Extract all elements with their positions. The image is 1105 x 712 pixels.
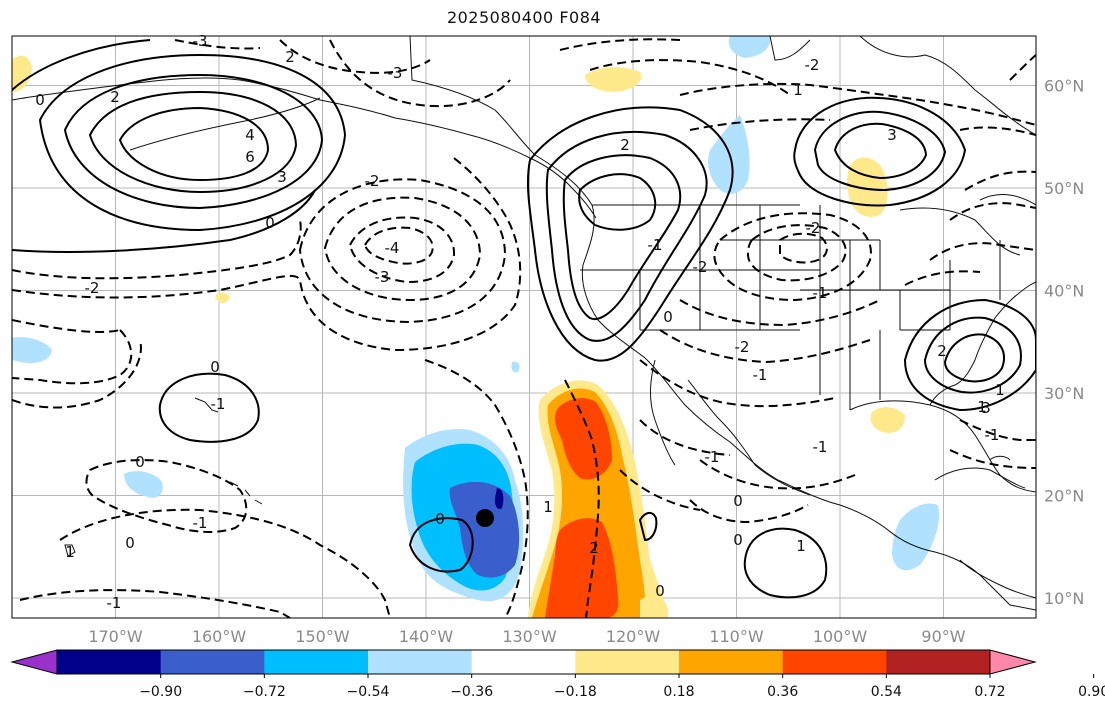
colorbar-labels: −0.90 −0.72 −0.54 −0.36 −0.18 0.18 0.36 0.54 0.7… bbox=[139, 674, 1105, 700]
colorbar-extend-low bbox=[10, 649, 58, 675]
colorbar-segment bbox=[57, 650, 162, 674]
lon-tick-label: 160°W bbox=[192, 627, 247, 646]
lon-tick-label: 90°W bbox=[921, 627, 965, 646]
lat-tick-label: 30°N bbox=[1044, 384, 1084, 403]
colorbar bbox=[10, 649, 1037, 675]
contour-label: 0 bbox=[35, 91, 45, 109]
contour-label: -1 bbox=[705, 448, 720, 466]
colorbar-segment bbox=[782, 650, 887, 674]
colorbar-label: 0.36 bbox=[767, 684, 798, 700]
contour-label: 1 bbox=[65, 543, 75, 561]
contour-label: 0 bbox=[435, 510, 445, 528]
colorbar-segment bbox=[368, 650, 473, 674]
contour-label: -1 bbox=[813, 438, 828, 456]
lon-tick-label: 110°W bbox=[709, 627, 764, 646]
contour-label: 1 bbox=[796, 537, 806, 555]
contour-label: 0 bbox=[733, 492, 743, 510]
contour-label: -2 bbox=[693, 258, 708, 276]
colorbar-label: −0.72 bbox=[243, 684, 286, 700]
longitude-ticks: 170°W 160°W 150°W 140°W 130°W 120°W 110°W 100°W… bbox=[88, 627, 965, 646]
contour-label: -3 bbox=[193, 32, 208, 50]
contour-label: 1 bbox=[977, 398, 987, 416]
colorbar-label: 0.90 bbox=[1078, 684, 1105, 700]
colorbar-label: −0.36 bbox=[450, 684, 493, 700]
colorbar-label: 0.54 bbox=[871, 684, 902, 700]
colorbar-label: −0.90 bbox=[139, 684, 182, 700]
contour-label: -1 bbox=[107, 594, 122, 612]
map-frame bbox=[11, 35, 1037, 619]
lon-tick-label: 130°W bbox=[502, 627, 557, 646]
colorbar-frame bbox=[56, 649, 991, 675]
map-area bbox=[12, 36, 1036, 618]
contour-label: -1 bbox=[211, 395, 226, 413]
lat-tick-label: 50°N bbox=[1044, 179, 1084, 198]
contour-label: 1 bbox=[543, 498, 553, 516]
contour-label: -1 bbox=[648, 236, 663, 254]
contour-label: 6 bbox=[245, 148, 255, 166]
chart-title: 2025080400 F084 bbox=[446, 8, 602, 27]
lat-tick-label: 20°N bbox=[1044, 487, 1084, 506]
lon-tick-label: 150°W bbox=[295, 627, 350, 646]
contour-label: 3 bbox=[277, 168, 287, 186]
contour-label: 2 bbox=[110, 88, 120, 106]
storm-center-marker bbox=[475, 509, 494, 528]
contour-label: 0 bbox=[655, 582, 665, 600]
colorbar-segment bbox=[886, 650, 991, 674]
contour-label: -2 bbox=[805, 56, 820, 74]
contour-label: 0 bbox=[663, 308, 673, 326]
lon-tick-label: 170°W bbox=[88, 627, 143, 646]
colorbar-segment bbox=[575, 650, 680, 674]
contour-label: 0 bbox=[733, 531, 743, 549]
contour-lines bbox=[12, 39, 1036, 599]
lon-tick-label: 140°W bbox=[399, 627, 454, 646]
contour-label: -1 bbox=[193, 514, 208, 532]
lon-tick-label: 100°W bbox=[813, 627, 868, 646]
colorbar-label: −0.54 bbox=[347, 684, 390, 700]
contour-label: 4 bbox=[245, 126, 255, 144]
colorbar-segment bbox=[160, 650, 265, 674]
contour-label: -1 bbox=[753, 366, 768, 384]
contour-label: 0 bbox=[125, 534, 135, 552]
contour-label: -2 bbox=[735, 338, 750, 356]
shaded-anomalies bbox=[12, 36, 940, 618]
lat-tick-label: 10°N bbox=[1044, 589, 1084, 608]
contour-label: -2 bbox=[365, 172, 380, 190]
contour-label: -3 bbox=[388, 64, 403, 82]
contour-label: -1 bbox=[813, 284, 828, 302]
contour-label: -2 bbox=[806, 219, 821, 237]
contour-label: 1 bbox=[995, 381, 1005, 399]
contour-label: 2 bbox=[620, 136, 630, 154]
colorbar-label: 0.18 bbox=[663, 684, 694, 700]
contour-label: -4 bbox=[385, 239, 400, 257]
colorbar-segment bbox=[264, 650, 369, 674]
contour-label: 3 bbox=[887, 126, 897, 144]
lat-tick-label: 40°N bbox=[1044, 282, 1084, 301]
lon-tick-label: 120°W bbox=[606, 627, 661, 646]
contour-label: -3 bbox=[375, 268, 390, 286]
colorbar-extend-high bbox=[989, 649, 1037, 675]
colorbar-segment bbox=[471, 650, 576, 674]
contour-label: 0 bbox=[135, 453, 145, 471]
contour-label: 3 bbox=[981, 399, 991, 417]
contour-label: 0 bbox=[265, 214, 275, 232]
contour-lines-negative bbox=[12, 38, 1036, 618]
latitude-ticks: 60°N 50°N 40°N 30°N 20°N 10°N bbox=[1044, 77, 1084, 609]
lat-tick-label: 60°N bbox=[1044, 77, 1084, 96]
contour-label: 2 bbox=[589, 539, 599, 557]
colorbar-label: 0.72 bbox=[974, 684, 1005, 700]
contour-labels: -32-30 2436-20-4-3-20-1-101-1231-2-2-1002… bbox=[35, 32, 1005, 612]
contour-label: 2 bbox=[937, 342, 947, 360]
contour-label: 1 bbox=[793, 81, 803, 99]
contour-label: -1 bbox=[985, 426, 1000, 444]
contour-label: 2 bbox=[285, 48, 295, 66]
contour-label: -2 bbox=[85, 279, 100, 297]
contour-label: 0 bbox=[210, 358, 220, 376]
colorbar-label: −0.18 bbox=[554, 684, 597, 700]
colorbar-segment bbox=[679, 650, 784, 674]
